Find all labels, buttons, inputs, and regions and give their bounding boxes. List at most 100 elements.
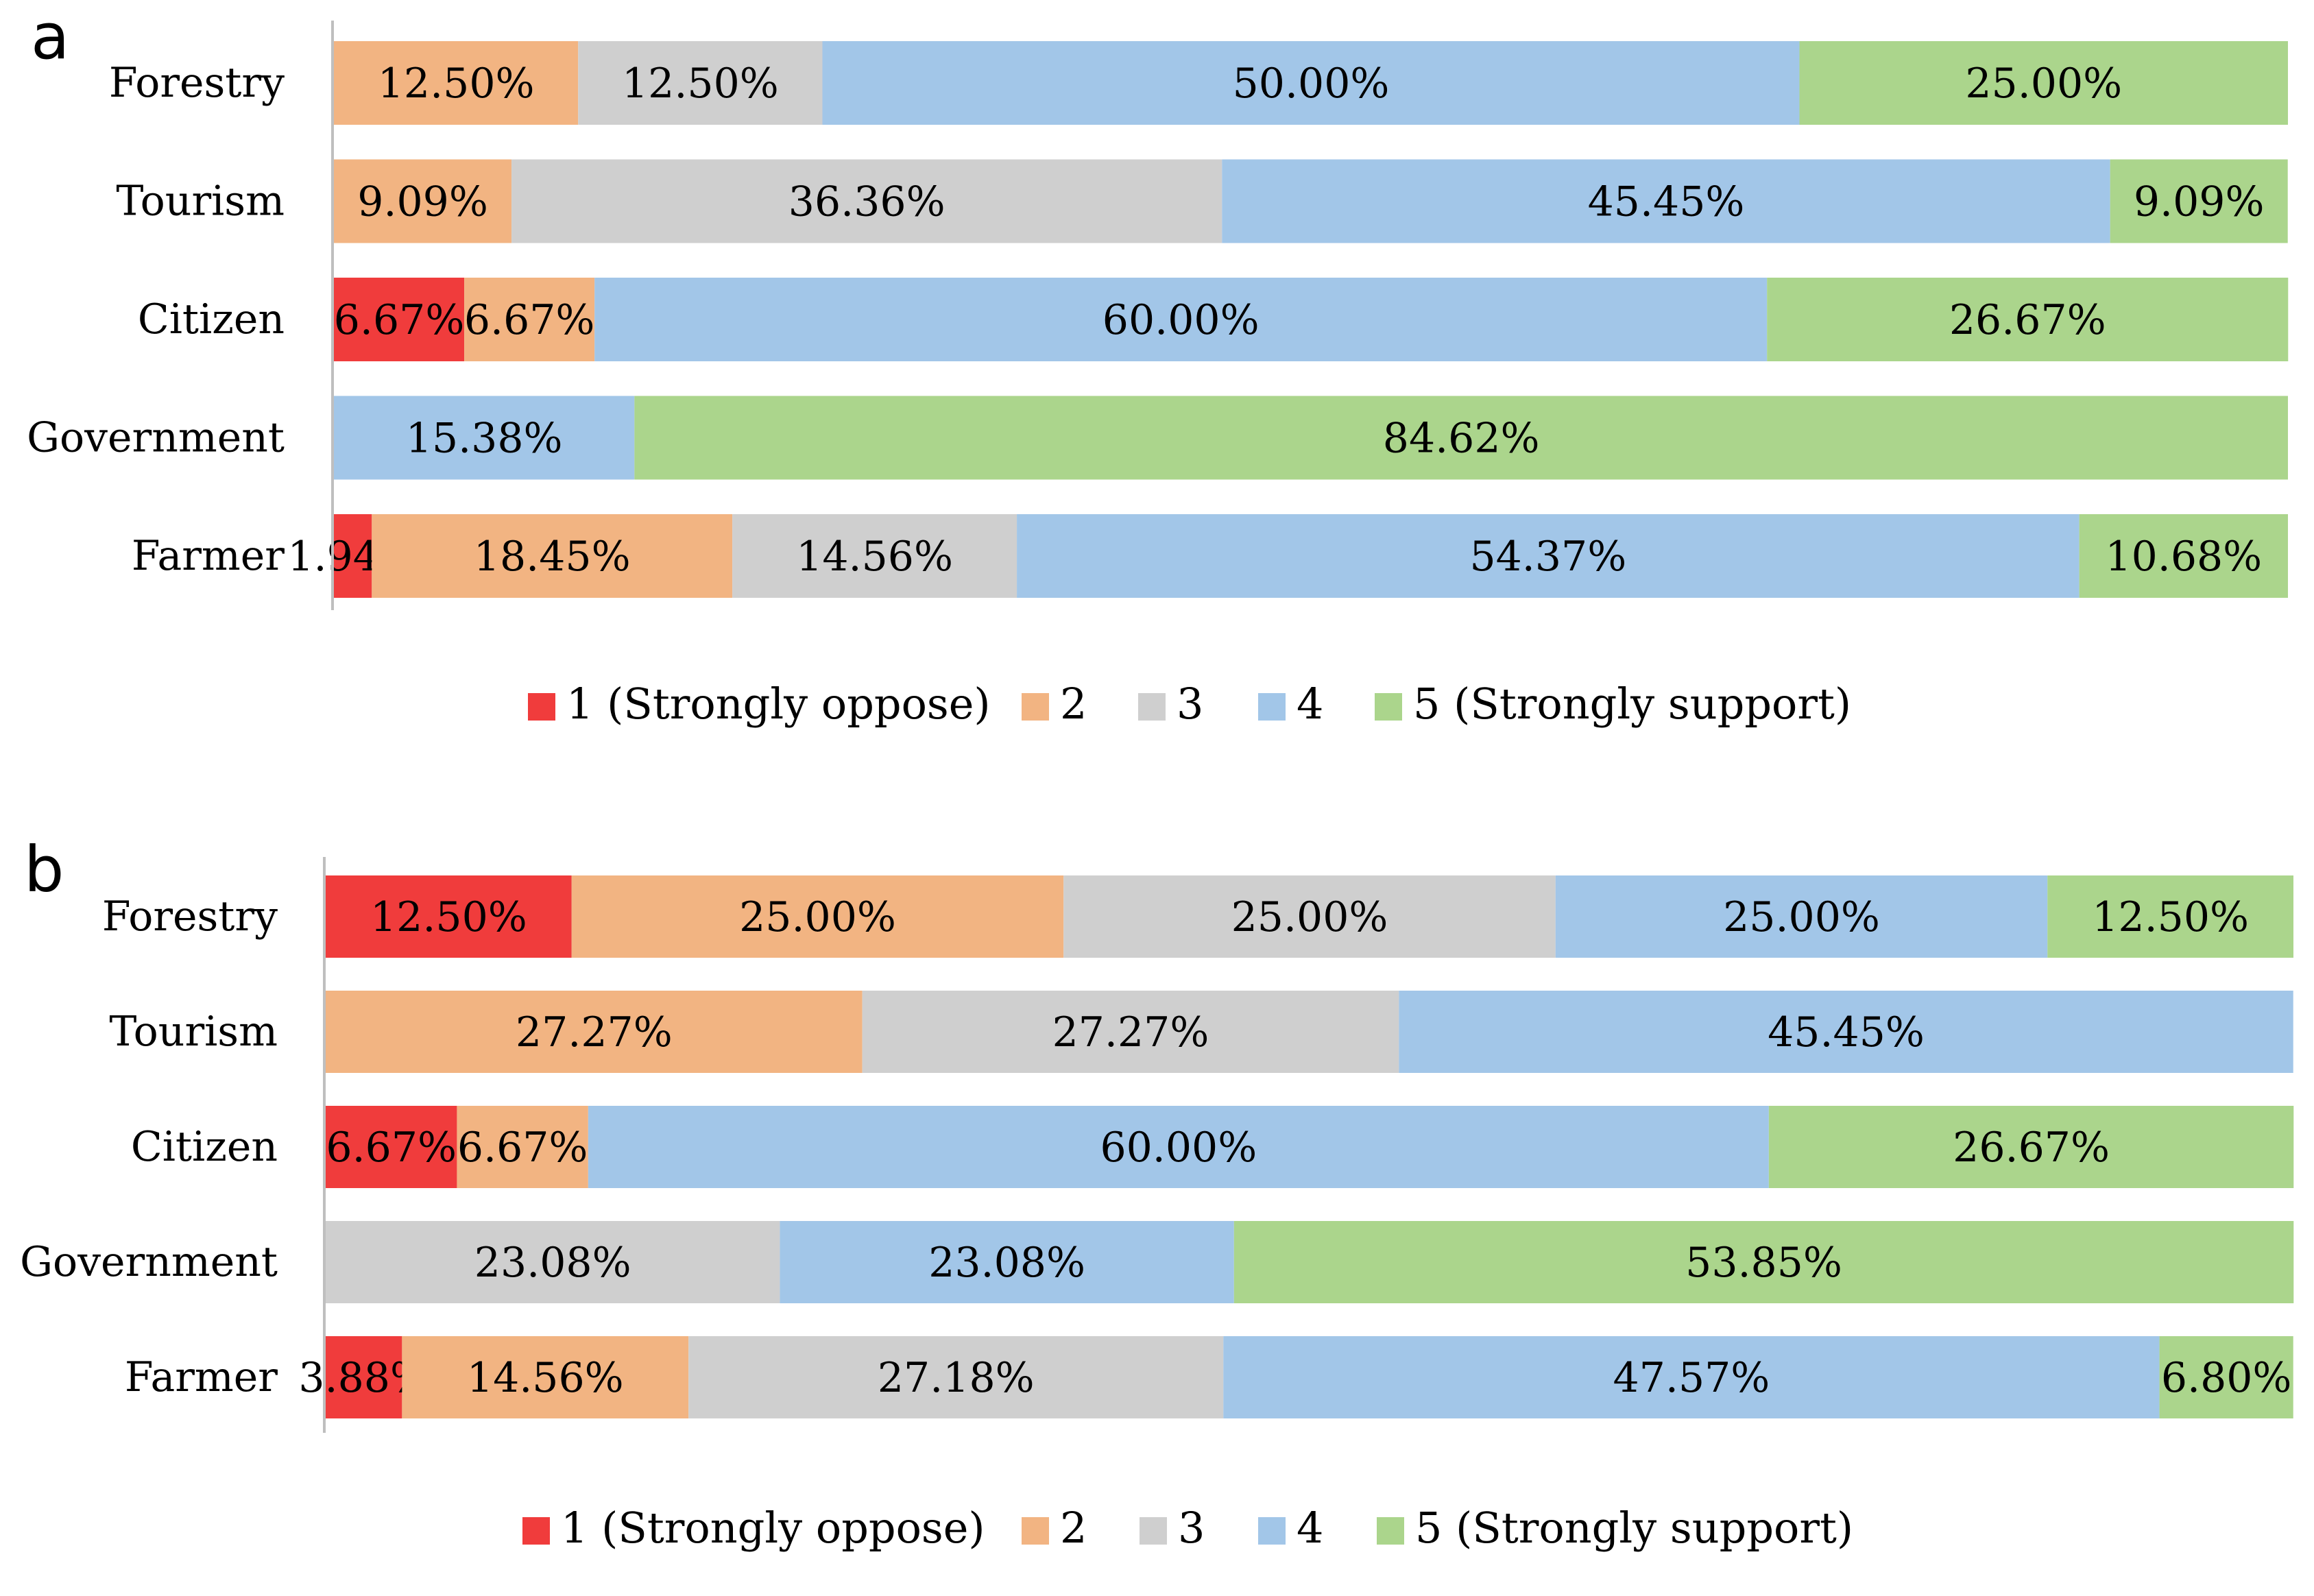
- bar-segment-2: [402, 1336, 689, 1418]
- legend-label: 3: [1177, 679, 1203, 729]
- data-label: 9.09%: [2134, 178, 2265, 226]
- legend-label: 1 (Strongly oppose): [566, 679, 991, 729]
- legend-label: 4: [1297, 1503, 1323, 1553]
- data-label: 23.08%: [474, 1239, 631, 1287]
- data-label: 14.56%: [467, 1354, 624, 1402]
- bar-segment-3: [326, 1221, 780, 1303]
- data-label: 25.00%: [1723, 893, 1880, 941]
- bar-segment-4: [1223, 1336, 2160, 1418]
- data-label: 15.38%: [406, 415, 563, 463]
- data-label: 36.36%: [788, 178, 945, 226]
- data-label: 60.00%: [1100, 1124, 1257, 1172]
- bar-segment-2: [457, 1106, 588, 1188]
- legend-label: 2: [1060, 679, 1087, 729]
- legend-label: 4: [1297, 679, 1323, 729]
- bar-segment-1: [334, 278, 465, 361]
- bar-segment-5: [2079, 514, 2288, 598]
- bar-segment-1: [326, 1106, 457, 1188]
- data-label: 23.08%: [928, 1239, 1085, 1287]
- category-label: Forestry: [102, 893, 278, 941]
- bar-segment-4: [780, 1221, 1234, 1303]
- category-label: Farmer: [125, 1353, 278, 1401]
- data-label: 27.18%: [878, 1354, 1035, 1402]
- data-label: 25.00%: [739, 893, 896, 941]
- data-label: 25.00%: [1231, 893, 1388, 941]
- data-label: 12.50%: [378, 60, 535, 108]
- category-label: Tourism: [116, 178, 285, 226]
- legend-label: 1 (Strongly oppose): [561, 1503, 985, 1553]
- data-label: 45.45%: [1768, 1008, 1925, 1056]
- legend-swatch-3: [1140, 1517, 1167, 1545]
- data-label: 26.67%: [1953, 1124, 2110, 1172]
- legend-label: 5 (Strongly support): [1413, 679, 1851, 729]
- legend-swatch-1: [528, 693, 555, 721]
- bar-segment-3: [732, 514, 1017, 598]
- bar-segment-3: [688, 1336, 1224, 1418]
- data-label: 84.62%: [1383, 415, 1540, 463]
- bar-segment-4: [1399, 991, 2293, 1073]
- data-label: 12.50%: [2092, 893, 2249, 941]
- bar-segment-4: [1555, 875, 2048, 958]
- bar-segment-2: [334, 41, 579, 125]
- bar-segment-4: [588, 1106, 1769, 1188]
- data-label: 12.50%: [370, 893, 527, 941]
- legend-swatch-2: [1022, 1517, 1049, 1545]
- bar-segment-2: [571, 875, 1064, 958]
- data-label: 45.45%: [1588, 178, 1745, 226]
- category-label: Government: [20, 1238, 278, 1286]
- bar-segment-5: [1233, 1221, 2294, 1303]
- data-label: 6.67%: [457, 1124, 588, 1172]
- data-label: 12.50%: [622, 60, 779, 108]
- bar-segment-2: [372, 514, 733, 598]
- data-label: 6.80%: [2161, 1354, 2292, 1402]
- legend-label: 5 (Strongly support): [1415, 1503, 1853, 1553]
- bar-segment-1: [326, 1336, 402, 1418]
- bar-segment-5: [2047, 875, 2293, 958]
- category-label: Tourism: [109, 1008, 278, 1056]
- bar-segment-4: [1222, 159, 2110, 243]
- legend-label: 2: [1060, 1503, 1087, 1553]
- data-label: 6.67%: [464, 296, 595, 344]
- category-label: Citizen: [131, 1123, 278, 1171]
- data-label: 14.56%: [796, 533, 953, 581]
- legend-swatch-3: [1138, 693, 1166, 721]
- legend-label: 3: [1178, 1503, 1205, 1553]
- data-label: 50.00%: [1233, 60, 1390, 108]
- bar-segment-2: [326, 991, 863, 1073]
- data-label: 6.67%: [326, 1124, 457, 1172]
- category-label: Government: [27, 414, 285, 462]
- data-label: 53.85%: [1685, 1239, 1842, 1287]
- bar-segment-5: [1768, 1106, 2294, 1188]
- data-label: 25.00%: [1965, 60, 2122, 108]
- data-label: 27.27%: [1052, 1008, 1209, 1056]
- legend-swatch-5: [1377, 1517, 1404, 1545]
- category-label: Forestry: [109, 59, 285, 107]
- bar-segment-5: [2110, 159, 2288, 243]
- data-label: 54.37%: [1469, 533, 1626, 581]
- data-label: 26.67%: [1949, 296, 2106, 344]
- legend-swatch-4: [1258, 1517, 1286, 1545]
- category-label: Citizen: [138, 295, 285, 343]
- bar-segment-5: [1799, 41, 2288, 125]
- bar-segment-4: [822, 41, 1800, 125]
- panel-letter: a: [31, 0, 69, 73]
- legend-swatch-2: [1022, 693, 1049, 721]
- bar-segment-1: [334, 514, 372, 598]
- bar-segment-2: [464, 278, 595, 361]
- bar-segment-5: [2159, 1336, 2293, 1418]
- data-label: 27.27%: [516, 1008, 673, 1056]
- legend-swatch-4: [1258, 693, 1286, 721]
- bar-segment-5: [1767, 278, 2289, 361]
- data-label: 6.67%: [334, 296, 465, 344]
- bar-segment-4: [1017, 514, 2080, 598]
- bar-segment-3: [862, 991, 1399, 1073]
- data-label: 60.00%: [1102, 296, 1260, 344]
- bar-segment-5: [634, 396, 2288, 480]
- bar-segment-3: [578, 41, 823, 125]
- bar-segment-3: [511, 159, 1222, 243]
- category-label: Farmer: [132, 532, 285, 580]
- data-label: 47.57%: [1613, 1354, 1770, 1402]
- bar-segment-3: [1063, 875, 1556, 958]
